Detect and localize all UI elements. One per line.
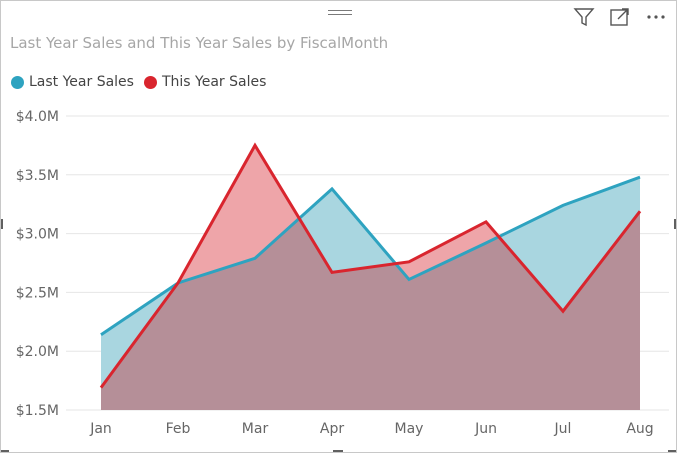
series-line-last-year-sales [100,175,641,336]
series-line-this-year-sales [99,142,642,389]
resize-handle-bottom-right[interactable] [668,450,676,452]
chart-title: Last Year Sales and This Year Sales by F… [10,34,389,52]
resize-handle-right[interactable] [674,219,676,229]
more-options-icon[interactable] [644,5,668,29]
focus-mode-icon[interactable] [608,5,632,29]
x-tick-label: Jul [554,421,572,437]
legend-item-this-year-sales[interactable]: This Year Sales [143,74,267,90]
x-tick-label: Jan [89,421,112,437]
y-tick-label: $1.5M [16,403,59,419]
y-tick-label: $3.5M [16,168,59,184]
y-tick-label: $3.0M [16,227,59,243]
chart-legend: Last Year Sales This Year Sales [11,74,270,90]
legend-marker-icon [11,75,24,89]
legend-item-last-year-sales[interactable]: Last Year Sales [11,74,134,90]
x-tick-label: May [395,421,424,437]
legend-marker-icon [143,75,157,89]
filter-icon[interactable] [572,5,596,29]
legend-label: This Year Sales [161,74,267,90]
resize-handle-left[interactable] [1,219,3,229]
drag-handle[interactable] [328,10,352,18]
y-tick-label: $4.0M [16,109,59,125]
resize-handle-bottom[interactable] [333,450,343,452]
x-tick-label: Aug [626,421,653,437]
legend-label: Last Year Sales [29,74,134,90]
resize-handle-bottom-left[interactable] [1,450,9,452]
area-overlap [101,211,640,410]
visual-header [572,5,668,29]
x-tick-label: Mar [242,421,269,437]
y-tick-label: $2.5M [16,285,59,301]
y-tick-label: $2.0M [16,344,59,360]
x-tick-label: Apr [320,421,344,437]
x-tick-label: Jun [474,421,497,437]
x-tick-label: Feb [166,421,191,437]
